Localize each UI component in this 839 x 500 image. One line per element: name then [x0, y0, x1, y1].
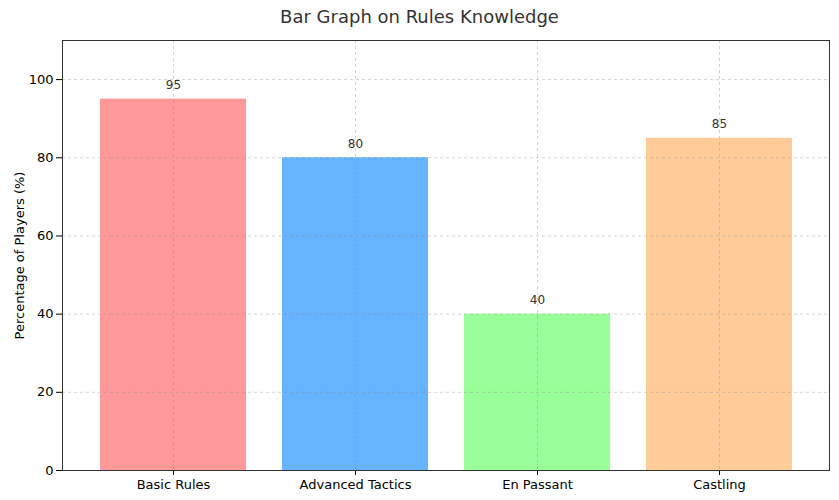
svg-text:60: 60: [37, 228, 54, 243]
svg-text:Advanced Tactics: Advanced Tactics: [300, 477, 412, 492]
svg-text:95: 95: [166, 78, 181, 92]
svg-text:20: 20: [37, 384, 54, 399]
html-text:Bar Graph on Rules Knowledge: Bar Graph on Rules Knowledge: [280, 6, 559, 27]
svg-text:En Passant: En Passant: [502, 477, 573, 492]
svg-text:Castling: Castling: [693, 477, 746, 492]
svg-text:Percentage of Players (%): Percentage of Players (%): [12, 172, 27, 340]
svg-text:85: 85: [712, 117, 727, 131]
svg-text:80: 80: [37, 150, 54, 165]
svg-text:80: 80: [348, 137, 363, 151]
svg-text:40: 40: [530, 293, 545, 307]
svg-text:Basic Rules: Basic Rules: [137, 477, 211, 492]
svg-text:40: 40: [37, 306, 54, 321]
svg-text:100: 100: [29, 72, 54, 87]
svg-text:0: 0: [45, 463, 53, 478]
